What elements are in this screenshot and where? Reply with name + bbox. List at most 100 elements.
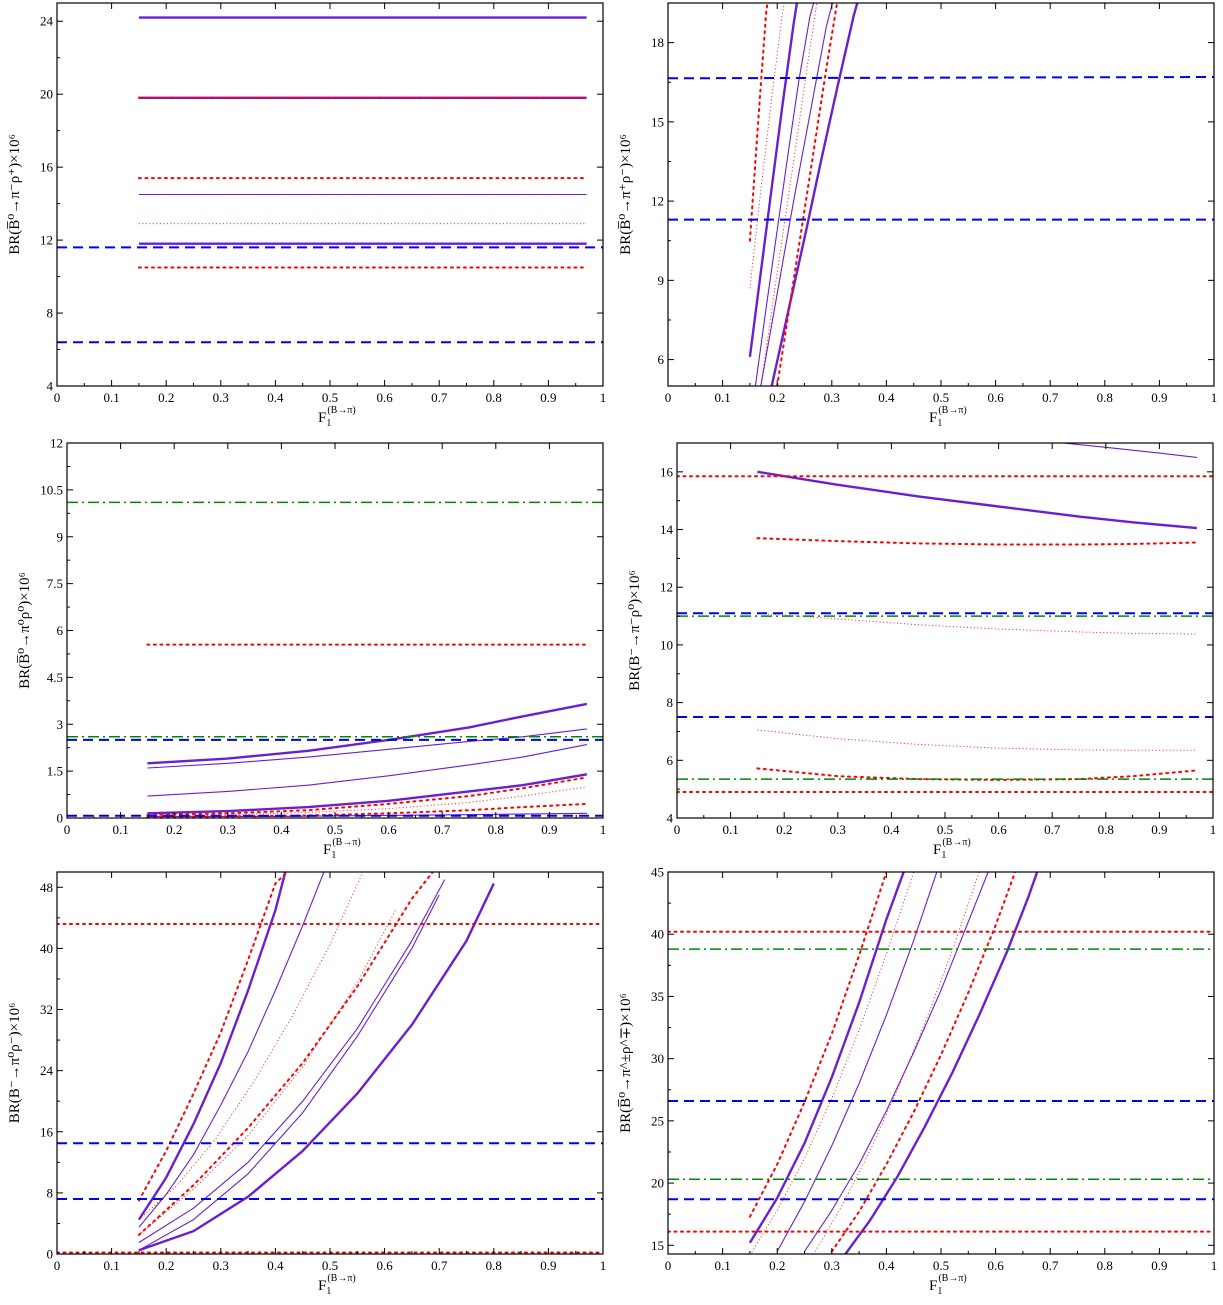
x-tick-label: 0.5 xyxy=(937,822,953,837)
y-tick-label: 18 xyxy=(651,35,664,50)
series-line-6 xyxy=(146,776,588,816)
x-tick-label: 0.7 xyxy=(434,822,451,837)
series-line-1 xyxy=(137,872,287,1221)
x-tick-label: 0.1 xyxy=(103,390,119,405)
y-tick-label: 16 xyxy=(40,1124,54,1139)
series-line-9 xyxy=(668,76,1214,80)
series-line-4 xyxy=(770,3,859,386)
x-tick-label: 0 xyxy=(64,822,71,837)
x-tick-label: 0.3 xyxy=(213,1258,229,1273)
series-line-8 xyxy=(776,3,839,386)
x-tick-label: 0.9 xyxy=(1151,1258,1167,1273)
x-axis-title-superscript: (B→π) xyxy=(942,837,970,848)
series-group xyxy=(67,501,603,818)
y-tick-label: 16 xyxy=(660,464,674,479)
x-tick-label: 0.3 xyxy=(824,390,840,405)
x-tick-label: 0.6 xyxy=(990,822,1007,837)
y-tick-label: 12 xyxy=(40,233,53,248)
series-group xyxy=(668,872,1214,1254)
series-group xyxy=(57,16,603,344)
x-tick-label: 0.4 xyxy=(267,1258,284,1273)
y-tick-label: 30 xyxy=(651,1051,664,1066)
x-tick-label: 0.3 xyxy=(213,390,229,405)
y-tick-label: 45 xyxy=(651,865,664,880)
series-line-4 xyxy=(843,872,1039,1254)
series-line-3 xyxy=(804,872,989,1252)
x-axis-title: F1 (B→π) xyxy=(933,837,971,861)
x-tick-label: 0.9 xyxy=(541,822,557,837)
series-line-2 xyxy=(138,872,325,1228)
y-tick-label: 10.5 xyxy=(40,482,63,497)
plot-frame xyxy=(667,2,1215,387)
x-tick-label: 0.1 xyxy=(722,822,738,837)
x-axis-title-superscript: (B→π) xyxy=(938,405,966,416)
x-tick-label: 0 xyxy=(54,1258,61,1273)
y-axis-title: BR(B̅⁰→π⁻ρ⁺)×10⁶ xyxy=(7,134,23,255)
y-axis-title: BR(B̅⁰→π^±ρ^∓)×10⁶ xyxy=(618,993,634,1133)
x-axis-title-superscript: (B→π) xyxy=(327,405,355,416)
x-axis-title-superscript: (B→π) xyxy=(938,1273,966,1284)
y-tick-label: 15 xyxy=(651,1238,664,1253)
x-axis-title-subscript: 1 xyxy=(326,418,331,429)
x-tick-label: 0.2 xyxy=(776,822,792,837)
series-line-6 xyxy=(750,872,915,1254)
y-tick-label: 6 xyxy=(658,352,665,367)
y-tick-label: 7.5 xyxy=(47,576,63,591)
x-tick-label: 0.8 xyxy=(1097,1258,1113,1273)
series-line-2 xyxy=(754,3,815,386)
y-tick-label: 15 xyxy=(651,114,664,129)
x-axis-title-main: F xyxy=(323,842,331,858)
y-tick-label: 20 xyxy=(40,87,53,102)
y-tick-label: 16 xyxy=(40,160,54,175)
series-line-6 xyxy=(137,872,289,1202)
series-line-2 xyxy=(757,470,1198,530)
series-line-7 xyxy=(815,872,980,1252)
series-line-4 xyxy=(757,612,1197,635)
x-tick-label: 0.6 xyxy=(987,1258,1004,1273)
y-tick-label: 0 xyxy=(57,811,64,826)
y-axis-title: BR(B̅⁰→π⁺ρ⁻)×10⁶ xyxy=(618,134,634,255)
series-line-3 xyxy=(138,879,446,1243)
chart-panel-2: 0 0.1 0.2 0.3 0.4 0.5 0.6 0.7 0.8 0.9 169121518F1(… xyxy=(618,2,1217,429)
y-axis-title: BR(B⁻→π⁰ρ⁻)×10⁶ xyxy=(7,1003,23,1124)
x-axis-title-main: F xyxy=(933,842,941,858)
x-tick-label: 0.5 xyxy=(322,1258,338,1273)
x-tick-label: 0.1 xyxy=(714,390,730,405)
x-tick-label: 0.2 xyxy=(158,390,174,405)
y-tick-label: 4 xyxy=(667,811,674,826)
series-line-5 xyxy=(748,872,888,1218)
y-tick-label: 6 xyxy=(57,623,64,638)
x-tick-label: 0.3 xyxy=(830,822,846,837)
x-tick-label: 0.4 xyxy=(878,1258,895,1273)
x-tick-label: 0.8 xyxy=(486,1258,502,1273)
x-tick-label: 0.7 xyxy=(1042,390,1059,405)
x-tick-label: 0.5 xyxy=(933,1258,949,1273)
chart-panel-3: 0 0.1 0.2 0.3 0.4 0.5 0.6 0.7 0.8 0.9 1 0 1.5 3 4.5 6 7.… xyxy=(17,436,606,862)
y-tick-label: 12 xyxy=(660,580,673,595)
x-axis-title-subscript: 1 xyxy=(941,850,946,861)
x-tick-label: 0.1 xyxy=(103,1258,119,1273)
x-tick-label: 0.2 xyxy=(158,1258,174,1273)
y-tick-label: 3 xyxy=(57,717,64,732)
x-tick-label: 0.4 xyxy=(273,822,290,837)
x-axis-title-subscript: 1 xyxy=(937,1286,942,1297)
y-tick-label: 8 xyxy=(47,306,54,321)
x-tick-label: 0.8 xyxy=(488,822,504,837)
series-group xyxy=(677,443,1213,793)
series-line-3 xyxy=(756,537,1198,546)
x-axis-title: F1 (B→π) xyxy=(323,837,361,861)
x-tick-label: 0.6 xyxy=(376,1258,393,1273)
y-tick-label: 40 xyxy=(40,941,53,956)
x-tick-label: 0.4 xyxy=(267,390,284,405)
y-tick-label: 8 xyxy=(667,695,674,710)
y-tick-label: 25 xyxy=(651,1113,664,1128)
x-tick-label: 0.4 xyxy=(883,822,900,837)
series-group xyxy=(668,3,1214,386)
y-tick-label: 14 xyxy=(660,522,674,537)
series-line-1 xyxy=(748,872,905,1244)
y-axis-title: BR(B̅⁰→π⁰ρ⁰)×10⁶ xyxy=(17,572,33,689)
y-tick-label: 0 xyxy=(47,1247,54,1262)
series-group xyxy=(57,872,603,1254)
series-line-4 xyxy=(138,894,440,1251)
x-tick-label: 0.8 xyxy=(1097,390,1113,405)
